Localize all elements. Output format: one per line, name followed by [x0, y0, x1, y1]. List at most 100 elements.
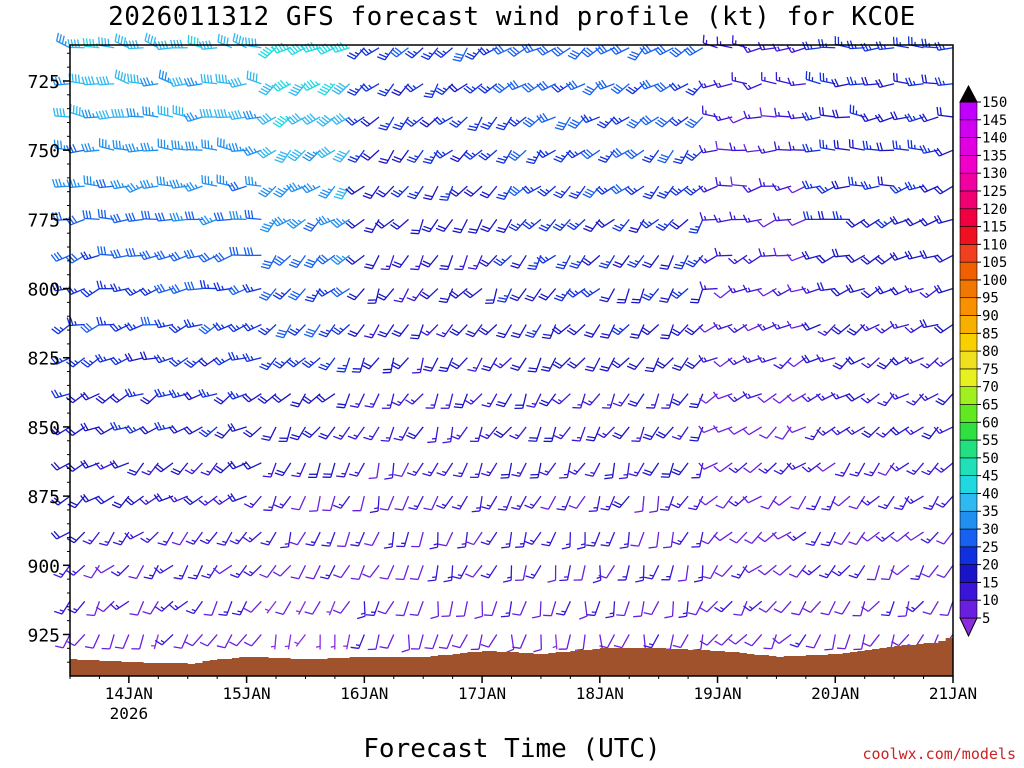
barb-staff	[871, 462, 880, 477]
barb-full	[147, 34, 151, 43]
barb-full	[579, 615, 588, 620]
barb-staff	[92, 634, 101, 649]
barb-full	[851, 176, 854, 186]
barb-full	[624, 152, 633, 160]
barb-full	[439, 297, 449, 301]
wind-barb	[819, 72, 836, 85]
barb-full	[910, 140, 913, 149]
barb-full	[230, 460, 237, 468]
wind-barb	[671, 426, 689, 440]
barb-full	[74, 74, 77, 83]
wind-barb	[377, 324, 395, 338]
wind-barb	[699, 281, 718, 291]
wind-barb	[183, 357, 203, 368]
barb-full	[201, 574, 210, 579]
barb-half	[62, 182, 66, 187]
wind-barb	[98, 138, 115, 151]
wind-barb	[379, 495, 395, 511]
barb-full	[742, 566, 750, 574]
barb-full	[234, 142, 239, 152]
barb-full	[238, 35, 242, 45]
barb-staff	[777, 287, 792, 297]
barb-half	[703, 285, 707, 290]
wind-barb	[830, 426, 851, 436]
barb-full	[197, 217, 204, 226]
wind-barb	[904, 250, 924, 260]
barb-full	[289, 116, 296, 124]
barb-full	[511, 262, 521, 266]
barb-staff	[705, 495, 718, 506]
wind-barb	[288, 254, 306, 269]
barb-staff	[763, 218, 777, 228]
barb-full	[221, 74, 224, 83]
barb-half	[427, 471, 433, 474]
barb-half	[883, 503, 888, 507]
barb-full	[922, 144, 928, 153]
wind-barb	[506, 80, 527, 91]
barb-half	[733, 215, 736, 220]
wind-barb	[212, 356, 233, 366]
barb-full	[262, 85, 271, 91]
barb-full	[772, 570, 781, 576]
wind-barb	[521, 43, 542, 54]
barb-staff	[281, 149, 292, 163]
barb-half	[939, 428, 943, 433]
wind-barb	[478, 149, 498, 161]
wind-barb	[569, 254, 586, 269]
barb-full	[642, 327, 651, 334]
barb-full	[464, 55, 473, 60]
barb-full	[933, 326, 941, 334]
wind-barb	[96, 316, 115, 326]
wind-barb	[609, 44, 630, 55]
barb-full	[200, 326, 209, 333]
barb-staff	[488, 634, 498, 648]
barb-staff	[699, 531, 704, 547]
barb-full	[50, 357, 57, 365]
barb-staff	[439, 116, 453, 126]
barb-staff	[389, 393, 395, 409]
barb-staff	[297, 426, 307, 441]
wind-barb	[538, 218, 557, 232]
barb-staff	[653, 393, 660, 409]
barb-full	[908, 77, 913, 86]
colorbar-label: 45	[982, 469, 999, 485]
barb-full	[436, 150, 444, 157]
barb-full	[689, 301, 699, 304]
barb-staff	[488, 564, 498, 579]
barb-half	[285, 115, 290, 120]
barb-full	[131, 247, 136, 257]
source-credit[interactable]: coolwx.com/models	[862, 745, 1016, 763]
barb-full	[742, 355, 749, 363]
wind-barb	[183, 249, 203, 259]
barb-full	[360, 155, 369, 161]
barb-half	[250, 324, 255, 329]
barb-full	[580, 290, 588, 298]
wind-barb	[203, 601, 218, 616]
barb-staff	[371, 531, 380, 546]
barb-staff	[403, 565, 410, 580]
barb-full	[698, 80, 704, 89]
barb-full	[154, 606, 163, 612]
barb-full	[377, 56, 386, 61]
barb-staff	[910, 495, 924, 505]
barb-full	[481, 191, 490, 196]
barb-full	[801, 286, 807, 294]
barb-staff	[888, 601, 895, 616]
wind-barb	[412, 357, 424, 374]
wind-barb	[129, 601, 145, 616]
barb-full	[230, 286, 237, 294]
barb-staff	[533, 393, 542, 408]
barb-full	[481, 506, 490, 510]
barb-half	[499, 362, 504, 367]
barb-full	[671, 541, 680, 546]
wind-barb	[933, 185, 954, 195]
barb-full	[540, 368, 550, 372]
wind-barb	[728, 495, 748, 507]
x-tick-label: 17JAN	[458, 684, 506, 703]
wind-barb	[333, 564, 351, 579]
barb-full	[113, 249, 118, 258]
barb-full	[702, 34, 705, 44]
barb-staff	[445, 531, 454, 546]
wind-barb	[553, 185, 571, 199]
barb-full	[224, 74, 228, 84]
